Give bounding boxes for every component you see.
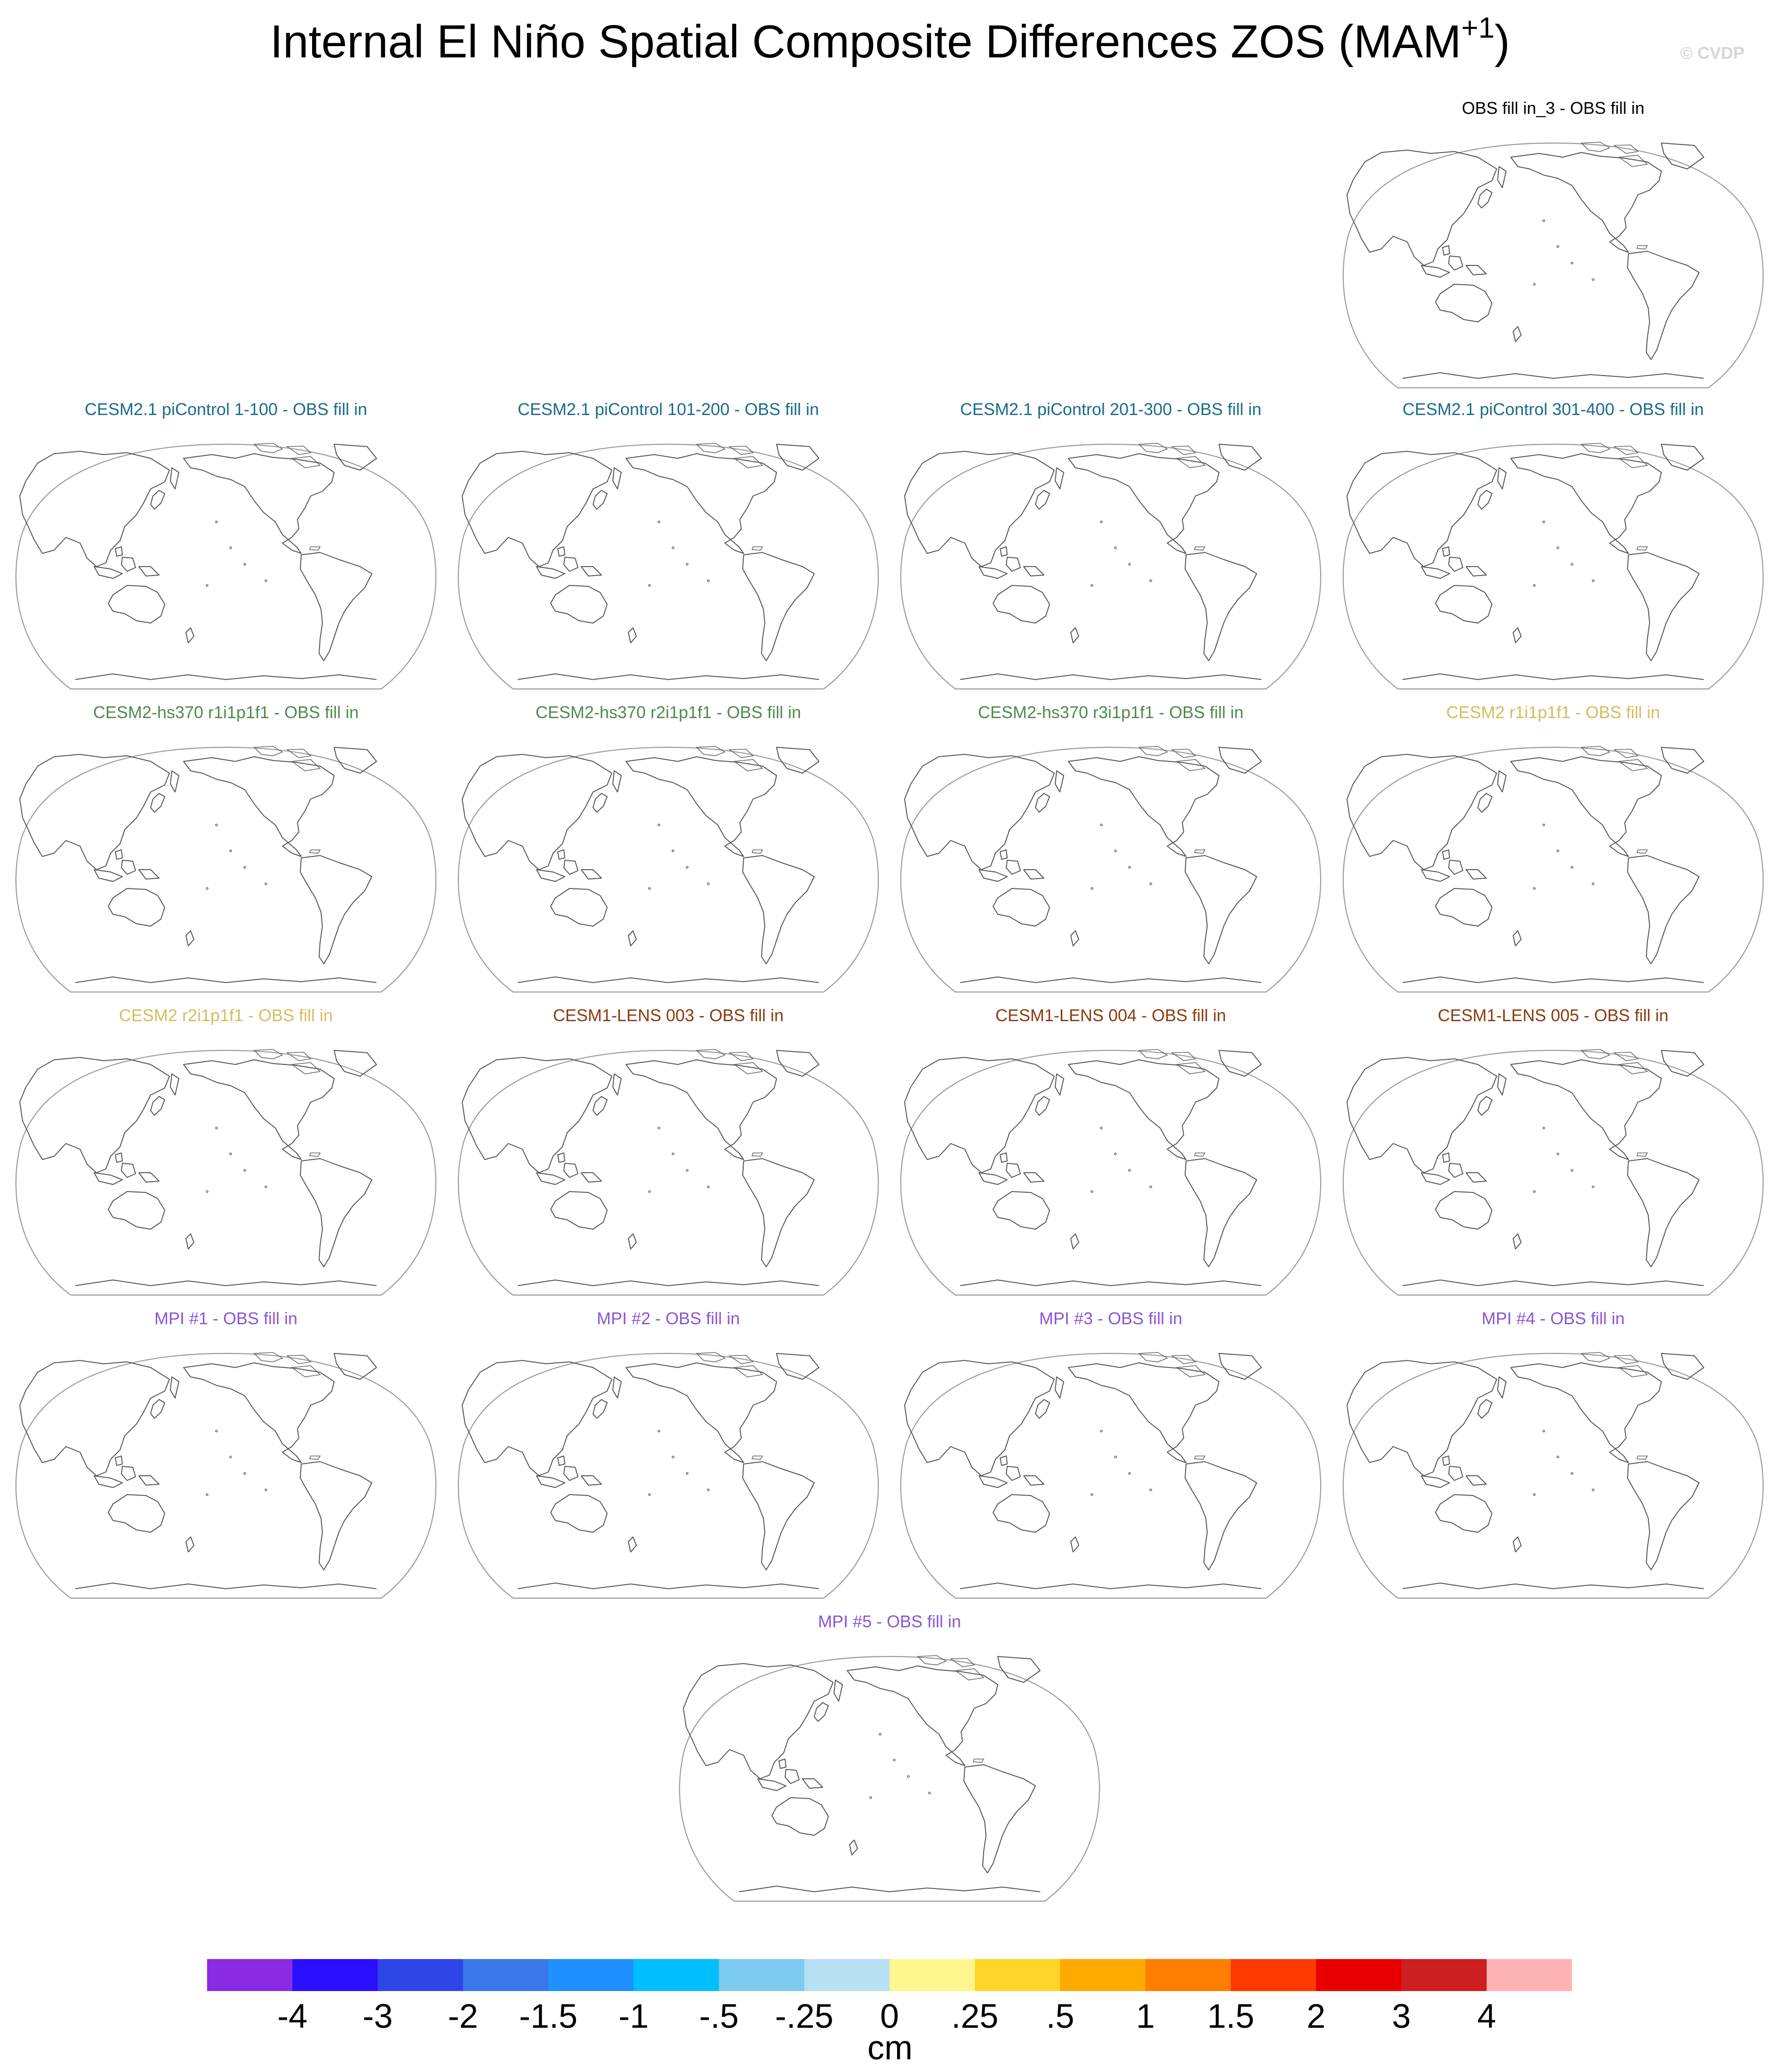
colorbar-swatch — [890, 1959, 975, 1991]
map-panel: CESM2.1 piControl 101-200 - OBS fill in — [452, 400, 885, 701]
colorbar-swatch — [975, 1959, 1060, 1991]
world-map — [900, 1048, 1322, 1296]
colorbar-swatch — [292, 1959, 378, 1991]
colorbar-label: -2 — [448, 1998, 478, 2035]
panel-title: CESM2 r1i1p1f1 - OBS fill in — [1446, 703, 1660, 722]
panel-title: CESM2.1 piControl 1-100 - OBS fill in — [84, 400, 368, 419]
colorbar-label: 0 — [880, 1998, 899, 2035]
colorbar-label: .25 — [951, 1998, 999, 2035]
colorbar-units: cm — [867, 2029, 913, 2067]
world-map — [900, 1352, 1322, 1599]
colorbar-label: .5 — [1046, 1998, 1074, 2035]
world-map — [900, 745, 1322, 993]
colorbar-label: 1.5 — [1207, 1998, 1255, 2035]
colorbar-swatch — [377, 1959, 464, 1991]
world-map — [457, 1048, 879, 1296]
map-panel: CESM2.1 piControl 301-400 - OBS fill in — [1337, 400, 1770, 701]
map-panel: CESM2 r2i1p1f1 - OBS fill in — [9, 1006, 442, 1307]
world-map — [1342, 141, 1764, 389]
map-panel: CESM2 r1i1p1f1 - OBS fill in — [1337, 703, 1770, 1004]
colorbar-label: -3 — [362, 1998, 393, 2035]
page-title-text: Internal El Niño Spatial Composite Diffe… — [270, 16, 1461, 67]
colorbar-swatch — [1486, 1959, 1572, 1991]
colorbar-swatch — [1145, 1959, 1231, 1991]
map-panel: MPI #2 - OBS fill in — [452, 1309, 885, 1610]
colorbar-label: -.5 — [699, 1998, 739, 2035]
colorbar-label: 2 — [1307, 1998, 1326, 2035]
panel-title: CESM2.1 piControl 201-300 - OBS fill in — [960, 400, 1262, 419]
colorbar-swatch — [804, 1959, 890, 1991]
panel-title: CESM2.1 piControl 101-200 - OBS fill in — [517, 400, 819, 419]
colorbar-label: 1 — [1136, 1998, 1155, 2035]
world-map — [457, 442, 879, 690]
panel-title: CESM2-hs370 r3i1p1f1 - OBS fill in — [978, 703, 1244, 722]
map-panel: MPI #5 - OBS fill in — [673, 1612, 1106, 1913]
world-map — [1342, 1352, 1764, 1599]
panel-title: CESM1-LENS 003 - OBS fill in — [553, 1006, 784, 1025]
colorbar-label: 3 — [1392, 1998, 1411, 2035]
map-panel: CESM2-hs370 r1i1p1f1 - OBS fill in — [9, 703, 442, 1004]
world-map — [1342, 1048, 1764, 1296]
colorbar-swatch — [1401, 1959, 1487, 1991]
colorbar-swatch — [207, 1959, 293, 1991]
colorbar-label: 4 — [1477, 1998, 1496, 2035]
world-map — [15, 1352, 437, 1599]
colorbar-labels: -4 -3 -2 -1.5 -1 -.5 -.25 0 .25 .5 1 1.5 2 3 4 — [0, 1998, 1780, 2040]
map-panel: OBS fill in_3 - OBS fill in — [1337, 99, 1770, 400]
panel-title: CESM2 r2i1p1f1 - OBS fill in — [119, 1006, 333, 1025]
colorbar-label: -1 — [618, 1998, 649, 2035]
colorbar-swatch — [1060, 1959, 1146, 1991]
world-map — [1342, 745, 1764, 993]
panel-title: CESM2-hs370 r1i1p1f1 - OBS fill in — [93, 703, 359, 722]
panel-title: MPI #2 - OBS fill in — [596, 1309, 740, 1328]
colorbar-swatch — [548, 1959, 634, 1991]
panel-title: OBS fill in_3 - OBS fill in — [1461, 98, 1645, 118]
colorbar-swatch — [719, 1959, 805, 1991]
world-map — [15, 745, 437, 993]
map-panel: CESM2.1 piControl 1-100 - OBS fill in — [9, 400, 442, 701]
cvdp-watermark: © CVDP — [1680, 43, 1745, 63]
panel-title: CESM2-hs370 r2i1p1f1 - OBS fill in — [535, 703, 802, 722]
world-map — [1342, 442, 1764, 690]
colorbar — [207, 1959, 1572, 1991]
panel-title: MPI #3 - OBS fill in — [1039, 1309, 1183, 1328]
panel-title: CESM2.1 piControl 301-400 - OBS fill in — [1402, 400, 1704, 419]
page-title-close: ) — [1494, 16, 1510, 67]
panel-title: MPI #5 - OBS fill in — [818, 1612, 962, 1631]
panel-title: MPI #1 - OBS fill in — [154, 1309, 298, 1328]
map-panel: MPI #1 - OBS fill in — [9, 1309, 442, 1610]
world-map — [900, 442, 1322, 690]
colorbar-swatches — [207, 1959, 1572, 1991]
panel-title: CESM1-LENS 004 - OBS fill in — [995, 1006, 1227, 1025]
world-map — [457, 745, 879, 993]
page-title-superscript: +1 — [1461, 12, 1495, 44]
map-panel: CESM1-LENS 004 - OBS fill in — [894, 1006, 1327, 1307]
panel-title: CESM1-LENS 005 - OBS fill in — [1437, 1006, 1669, 1025]
colorbar-label: -.25 — [775, 1998, 834, 2035]
colorbar-label: -1.5 — [519, 1998, 578, 2035]
map-panel: CESM2.1 piControl 201-300 - OBS fill in — [894, 400, 1327, 701]
colorbar-swatch — [633, 1959, 719, 1991]
colorbar-label: -4 — [277, 1998, 308, 2035]
map-panel: MPI #4 - OBS fill in — [1337, 1309, 1770, 1610]
world-map — [15, 442, 437, 690]
world-map — [679, 1655, 1100, 1902]
map-panel: MPI #3 - OBS fill in — [894, 1309, 1327, 1610]
colorbar-swatch — [463, 1959, 549, 1991]
panel-title: MPI #4 - OBS fill in — [1481, 1309, 1625, 1328]
map-panel: CESM2-hs370 r3i1p1f1 - OBS fill in — [894, 703, 1327, 1004]
world-map — [457, 1352, 879, 1599]
map-panel: CESM2-hs370 r2i1p1f1 - OBS fill in — [452, 703, 885, 1004]
colorbar-swatch — [1316, 1959, 1402, 1991]
map-panel: CESM1-LENS 005 - OBS fill in — [1337, 1006, 1770, 1307]
world-map — [15, 1048, 437, 1296]
colorbar-swatch — [1231, 1959, 1316, 1991]
page-title: Internal El Niño Spatial Composite Diffe… — [0, 13, 1780, 70]
map-panel: CESM1-LENS 003 - OBS fill in — [452, 1006, 885, 1307]
